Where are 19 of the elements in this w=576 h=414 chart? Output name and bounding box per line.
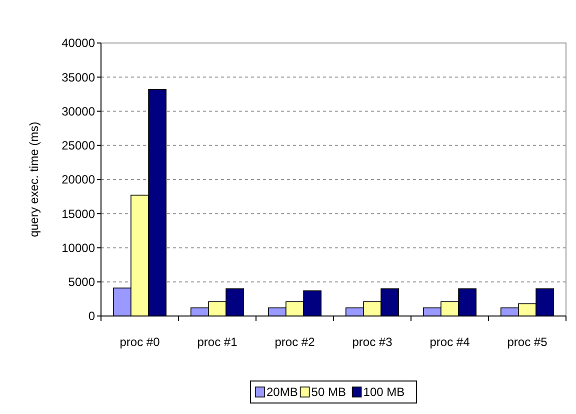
y-tick-label: 10000 xyxy=(62,240,96,255)
x-tick-label: proc #3 xyxy=(352,335,393,349)
x-tick-label: proc #5 xyxy=(507,335,548,349)
y-tick-label: 15000 xyxy=(62,206,96,221)
y-tick-label: 5000 xyxy=(68,275,96,290)
legend-label: 50 MB xyxy=(311,385,346,400)
y-tick-label: 40000 xyxy=(62,36,96,50)
legend-label: 20MB xyxy=(266,385,298,400)
x-tick-label: proc #1 xyxy=(197,335,238,349)
y-tick-label: 30000 xyxy=(62,104,96,118)
x-tick-label: proc #0 xyxy=(120,335,160,349)
x-tick-label: proc #4 xyxy=(430,335,470,349)
y-axis-title: query exec. time (ms) xyxy=(27,122,41,238)
y-tick-label: 35000 xyxy=(62,70,96,84)
y-tick-label: 0 xyxy=(88,309,96,324)
y-tick-label: 25000 xyxy=(62,138,96,153)
y-tick-label: 20000 xyxy=(62,172,96,187)
x-tick-label: proc #2 xyxy=(274,335,316,349)
legend-label: 100 MB xyxy=(363,385,405,400)
